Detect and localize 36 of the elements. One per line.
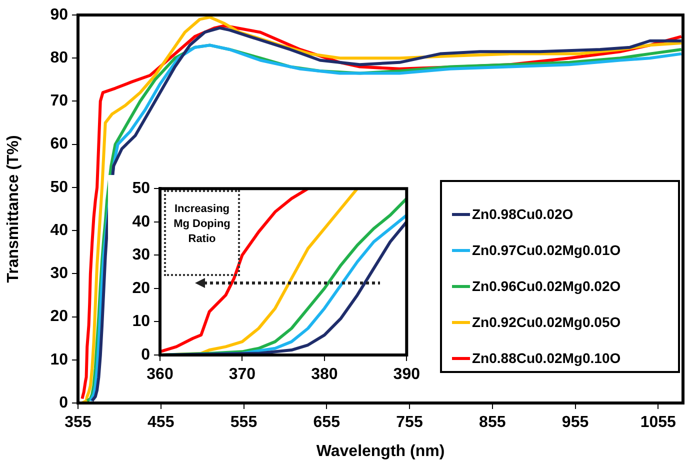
- x-tick-label: 1055: [640, 414, 676, 432]
- y-tick-label: 80: [50, 50, 68, 67]
- x-tick-label: 390: [393, 366, 420, 384]
- legend-label: Zn0.96Cu0.02Mg0.02O: [472, 278, 621, 294]
- x-tick-label: 755: [396, 414, 423, 432]
- y-tick-label: 50: [50, 178, 68, 196]
- x-tick-label: 555: [230, 414, 258, 432]
- y-tick-label: 60: [50, 136, 68, 153]
- legend-label: Zn0.88Cu0.02Mg0.10O: [472, 350, 621, 366]
- y-tick-label: 40: [50, 222, 68, 239]
- legend-label: Zn0.98Cu0.02O: [472, 206, 574, 222]
- y-tick-label: 0: [141, 346, 150, 364]
- x-tick-label: 455: [148, 414, 174, 432]
- y-tick-label: 30: [132, 246, 150, 264]
- y-tick-label: 20: [132, 280, 150, 297]
- y-tick-label: 50: [132, 180, 150, 198]
- y-tick-label: 10: [132, 313, 150, 330]
- x-tick-label: 355: [64, 414, 92, 432]
- y-axis-title: Transmittance (T%): [5, 135, 22, 283]
- x-tick-label: 370: [228, 366, 256, 384]
- y-tick-label: 90: [50, 6, 68, 24]
- y-tick-label: 40: [132, 213, 150, 230]
- annotation: Increasing Mg Doping Ratio: [164, 190, 240, 276]
- legend-label: Zn0.92Cu0.02Mg0.05O: [472, 314, 621, 330]
- y-tick-label: 70: [50, 92, 68, 110]
- x-tick-label: 855: [479, 414, 506, 432]
- y-tick-label: 30: [50, 265, 68, 282]
- x-axis-title: Wavelength (nm): [316, 442, 445, 460]
- x-tick-label: 380: [311, 366, 338, 384]
- y-tick-label: 0: [59, 394, 68, 412]
- y-tick-label: 10: [50, 351, 68, 368]
- x-tick-label: 655: [313, 414, 340, 432]
- legend-label: Zn0.97Cu0.02Mg0.01O: [472, 242, 621, 258]
- x-tick-label: 955: [562, 414, 589, 432]
- x-tick-label: 360: [146, 366, 174, 384]
- y-tick-label: 20: [50, 308, 68, 326]
